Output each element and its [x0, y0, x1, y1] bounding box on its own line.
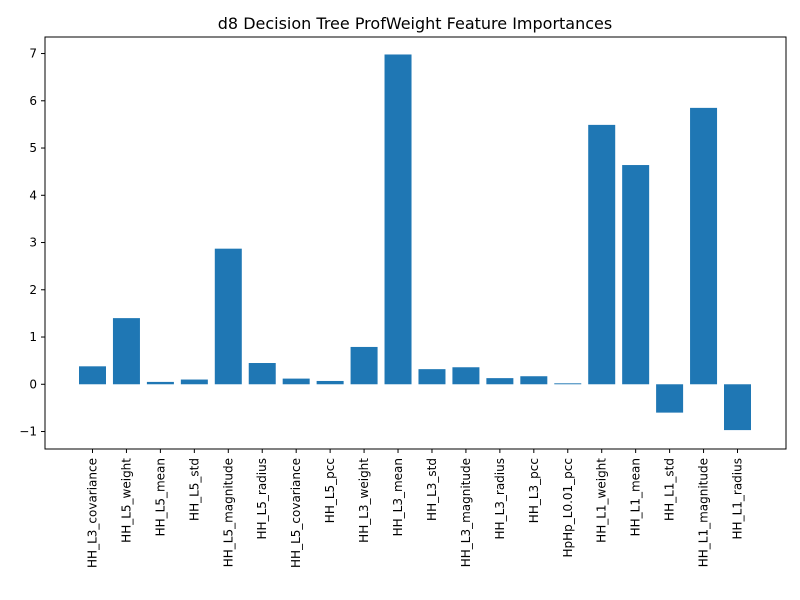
- bar-HH_L3_magnitude: [452, 367, 480, 385]
- bar-HH_L5_mean: [146, 381, 174, 385]
- x-tick-label: HH_L5_covariance: [289, 458, 303, 568]
- bar-HH_L3_std: [418, 369, 446, 385]
- bar-HH_L3_covariance: [79, 366, 106, 385]
- x-tick-label: HH_L3_weight: [357, 458, 371, 543]
- x-tick-label: HH_L1_magnitude: [697, 458, 711, 567]
- bar-HH_L5_pcc: [316, 380, 344, 385]
- x-tick-label: HH_L5_std: [187, 458, 201, 521]
- x-tick-label: HH_L5_magnitude: [221, 458, 235, 567]
- bar-HH_L5_weight: [112, 318, 140, 385]
- bars-group: [79, 54, 751, 431]
- x-tick-label: HH_L3_pcc: [527, 458, 541, 523]
- bar-HH_L5_covariance: [282, 378, 310, 385]
- plot-frame: [44, 36, 787, 450]
- bar-HpHp_L0.01_pcc: [554, 383, 582, 385]
- bar-HH_L5_std: [180, 379, 208, 385]
- y-tick-label: 6: [29, 94, 37, 108]
- x-tick-label: HH_L1_mean: [629, 458, 643, 536]
- bar-HH_L3_pcc: [520, 376, 548, 385]
- bar-HH_L1_mean: [622, 165, 650, 385]
- bar-HH_L5_magnitude: [214, 248, 242, 385]
- chart-title: d8 Decision Tree ProfWeight Feature Impo…: [218, 14, 612, 33]
- bar-HH_L3_radius: [486, 378, 514, 385]
- bar-HH_L3_mean: [384, 54, 412, 385]
- bar-HH_L3_weight: [350, 346, 378, 385]
- x-tick-label: HH_L1_std: [663, 458, 677, 521]
- x-tick-label: HH_L5_mean: [153, 458, 167, 536]
- bar-HH_L1_radius: [724, 384, 751, 431]
- y-tick-label: 1: [29, 330, 37, 344]
- y-tick-label: 4: [29, 188, 37, 202]
- y-tick-label: 0: [29, 377, 37, 391]
- y-tick-label: 7: [29, 47, 37, 61]
- x-tick-label: HH_L3_mean: [391, 458, 405, 536]
- x-tick-label: HH_L5_pcc: [323, 458, 337, 523]
- bar-HH_L1_std: [656, 384, 684, 413]
- x-tick-label: HH_L3_magnitude: [459, 458, 473, 567]
- x-tick-label: HH_L5_radius: [255, 458, 269, 539]
- x-tick-label: HH_L1_radius: [731, 458, 745, 539]
- y-tick-label: −1: [19, 425, 37, 439]
- y-tick-label: 5: [29, 141, 37, 155]
- x-axis: HH_L3_covariance HH_L5_weight HH_L5_mean HH…: [86, 449, 745, 568]
- x-tick-label: HH_L5_weight: [119, 458, 133, 543]
- x-tick-label: HH_L3_radius: [493, 458, 507, 539]
- bar-HH_L1_magnitude: [690, 107, 718, 385]
- bar-HH_L1_weight: [588, 124, 616, 385]
- x-tick-label: HH_L3_covariance: [86, 458, 100, 568]
- x-tick-label: HpHp_L0.01_pcc: [561, 458, 575, 558]
- y-axis: −1 0 1 2 3 4 5 6 7: [19, 47, 45, 439]
- y-tick-label: 2: [29, 283, 37, 297]
- x-tick-label: HH_L3_std: [425, 458, 439, 521]
- x-tick-label: HH_L1_weight: [595, 458, 609, 543]
- y-tick-label: 3: [29, 236, 37, 250]
- bar-HH_L5_radius: [248, 363, 276, 385]
